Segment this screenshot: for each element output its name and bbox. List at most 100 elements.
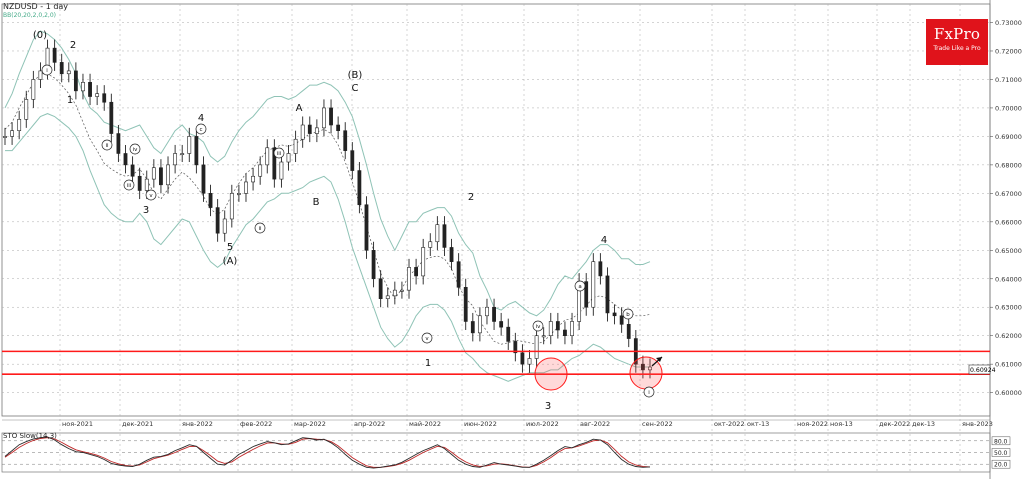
bollinger-middle-band xyxy=(4,73,651,345)
price-bar xyxy=(66,62,71,83)
x-tick-label: апр-2022 xyxy=(354,420,385,428)
price-bar xyxy=(272,139,277,188)
wave-label: c xyxy=(195,123,207,135)
stoch-level-box xyxy=(991,436,1011,446)
price-bar xyxy=(123,144,128,174)
price-bar xyxy=(392,281,397,305)
x-tick-label: июл-2022 xyxy=(526,420,559,428)
wave-label: a xyxy=(574,280,586,292)
price-bar xyxy=(10,122,14,145)
wave-label: iv xyxy=(129,143,141,155)
price-bar xyxy=(527,349,532,373)
wave-label: 2 xyxy=(70,40,76,51)
y-tick-label: 0.64000 xyxy=(995,275,1022,283)
wave-label: b xyxy=(622,308,634,320)
support-touch-marker xyxy=(534,357,568,391)
wave-label: 4 xyxy=(198,113,204,124)
price-bar xyxy=(407,258,411,299)
svg-text:i: i xyxy=(46,68,48,74)
wave-label: C xyxy=(352,83,359,94)
wave-label: 5 xyxy=(227,242,233,253)
wave-label: A xyxy=(296,103,303,114)
wave-label: iii xyxy=(123,179,135,191)
price-bar xyxy=(116,125,121,163)
wave-label: i xyxy=(41,64,53,76)
price-bar xyxy=(208,184,213,217)
svg-text:(A): (A) xyxy=(223,256,238,267)
svg-text:2: 2 xyxy=(468,192,474,203)
bollinger-lower-band xyxy=(5,113,650,382)
price-bar xyxy=(626,315,631,348)
y-tick-label: 0.60000 xyxy=(995,389,1022,397)
y-tick-label: 0.69000 xyxy=(995,133,1022,141)
price-bar xyxy=(449,238,454,271)
x-tick-label: окт-13 xyxy=(747,420,769,428)
y-tick-label: 0.63000 xyxy=(995,304,1022,312)
price-bar xyxy=(38,62,43,88)
price-bar xyxy=(421,238,426,285)
y-tick-label: 0.61000 xyxy=(995,361,1022,369)
stoch-level-label: 80.0 xyxy=(994,438,1008,445)
wave-label: iii xyxy=(273,147,285,159)
x-tick-label: янв-2023 xyxy=(962,420,993,428)
fxpro-logo: FxPro Trade Like a Pro xyxy=(926,19,988,65)
price-bar xyxy=(166,156,170,194)
bounce-arrow-head xyxy=(656,357,662,362)
price-bar xyxy=(31,70,36,108)
y-tick-label: 0.73000 xyxy=(995,19,1022,27)
stoch-main-line xyxy=(4,436,651,469)
plot-frame xyxy=(1,3,991,417)
price-bar xyxy=(314,119,319,143)
x-tick-label: сен-2022 xyxy=(642,420,673,428)
wave-label: 1 xyxy=(67,95,73,106)
y-tick-label: 0.72000 xyxy=(995,47,1022,55)
x-tick-label: дек-13 xyxy=(912,420,935,428)
price-bar xyxy=(300,116,305,148)
svg-text:1: 1 xyxy=(425,358,431,369)
price-bar xyxy=(17,110,22,140)
price-bar xyxy=(499,312,504,336)
x-tick-label: ноя-2022 xyxy=(797,420,828,428)
price-bar xyxy=(357,162,362,214)
price-bar xyxy=(229,184,234,228)
price-bar xyxy=(293,130,298,163)
price-bar xyxy=(81,73,85,100)
svg-text:b: b xyxy=(626,312,630,318)
wave-label: ii xyxy=(101,139,113,151)
price-bar xyxy=(442,216,447,256)
svg-text:iii: iii xyxy=(277,151,282,157)
wave-label: v xyxy=(145,189,157,201)
price-bar xyxy=(258,156,263,185)
price-bar xyxy=(648,358,652,379)
x-tick-label: янв-2022 xyxy=(182,420,213,428)
price-bar xyxy=(222,210,227,242)
price-bar xyxy=(343,122,348,160)
price-bar xyxy=(591,253,596,316)
svg-text:ii: ii xyxy=(258,226,262,232)
price-bar xyxy=(477,307,482,342)
y-tick-label: 0.67000 xyxy=(995,190,1022,198)
y-tick-label: 0.65000 xyxy=(995,247,1022,255)
price-bar xyxy=(24,90,29,128)
price-bar xyxy=(350,142,355,180)
svg-text:5: 5 xyxy=(227,242,233,253)
x-tick-label: дек-2022 xyxy=(879,420,910,428)
wave-label: 2 xyxy=(468,192,474,203)
svg-text:3: 3 xyxy=(143,205,149,216)
wave-label: iv xyxy=(532,320,544,332)
last-price-box xyxy=(968,364,991,375)
price-bar xyxy=(102,85,107,111)
svg-text:c: c xyxy=(199,127,202,133)
price-bar xyxy=(555,312,560,339)
wave-label: v xyxy=(421,332,433,344)
x-tick-label: ноя-2021 xyxy=(62,420,93,428)
x-tick-label: окт-2022 xyxy=(714,420,745,428)
bollinger-upper-band xyxy=(4,30,651,317)
price-bar xyxy=(414,258,418,285)
y-tick-label: 0.68000 xyxy=(995,161,1022,169)
svg-text:B: B xyxy=(313,197,320,208)
price-bar xyxy=(563,321,567,345)
svg-text:v: v xyxy=(425,336,429,342)
wave-label: (A) xyxy=(223,256,238,267)
